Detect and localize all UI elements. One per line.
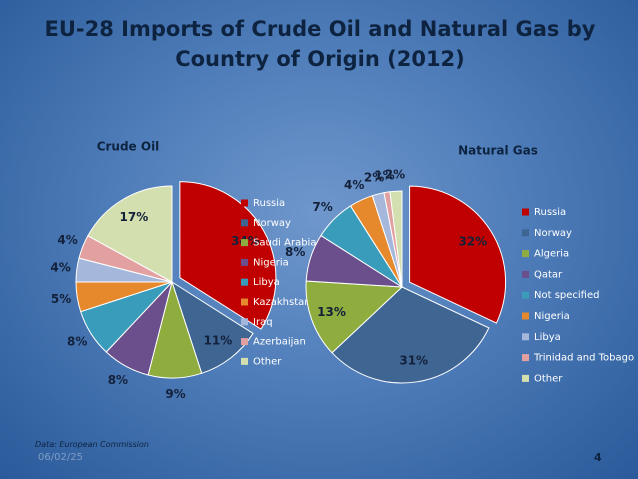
legend-swatch xyxy=(522,270,529,278)
legend-label: Azerbaijan xyxy=(253,337,306,348)
data-label: 4% xyxy=(50,260,70,274)
data-label: 31% xyxy=(399,353,428,367)
legend-swatch xyxy=(241,278,248,286)
slide-title: EU-28 Imports of Crude Oil and Natural G… xyxy=(44,17,596,71)
legend-swatch xyxy=(241,199,248,207)
legend-swatch xyxy=(522,291,529,299)
legend-label: Not specified xyxy=(534,290,599,301)
legend-swatch xyxy=(522,208,529,216)
legend-label: Russia xyxy=(534,207,566,218)
data-label: 8% xyxy=(285,245,305,259)
slide-date: 06/02/25 xyxy=(38,452,83,463)
legend-swatch xyxy=(522,312,529,320)
page-number: 4 xyxy=(594,451,602,464)
legend-label: Russia xyxy=(253,198,285,209)
legend-label: Kazakhstan xyxy=(253,297,311,308)
legend-swatch xyxy=(241,239,248,247)
legend-swatch xyxy=(522,250,529,258)
data-label: 5% xyxy=(51,292,71,306)
legend-swatch xyxy=(241,298,248,306)
legend-label: Saudi Arabia xyxy=(253,238,316,249)
legend-label: Trinidad and Tobago xyxy=(533,353,634,364)
data-label: 4% xyxy=(344,178,364,192)
data-label: 2% xyxy=(364,171,384,185)
legend-label: Nigeria xyxy=(253,257,289,268)
legend-label: Algeria xyxy=(534,249,569,260)
legend-label: Norway xyxy=(253,218,291,229)
data-label: 8% xyxy=(67,335,87,349)
pie-slice xyxy=(179,181,277,330)
chart-title: Crude Oil xyxy=(97,140,160,154)
legend-label: Norway xyxy=(534,228,572,239)
pie-slice xyxy=(389,190,403,288)
legend-swatch xyxy=(241,318,248,326)
data-label: 11% xyxy=(204,334,233,348)
pie-slice xyxy=(409,185,507,324)
legend-label: Other xyxy=(534,373,563,384)
legend-swatch xyxy=(241,258,248,266)
legend-swatch xyxy=(241,219,248,227)
legend-swatch xyxy=(522,333,529,341)
legend-swatch xyxy=(522,374,529,382)
legend-swatch xyxy=(241,357,248,365)
pie-slice xyxy=(331,286,490,384)
data-label: 7% xyxy=(312,200,332,214)
legend-swatch xyxy=(522,229,529,237)
source-note: Data: European Commission xyxy=(35,440,149,449)
data-label: 32% xyxy=(458,235,487,249)
data-label: 2% xyxy=(385,167,405,181)
data-label: 8% xyxy=(108,373,128,387)
chart-title: Natural Gas xyxy=(458,144,538,158)
pie-slice xyxy=(305,280,404,354)
data-label: 13% xyxy=(317,305,346,319)
data-label: 17% xyxy=(120,210,149,224)
data-label: 9% xyxy=(165,387,185,401)
pie-slice xyxy=(87,185,173,283)
legend-swatch xyxy=(522,354,529,362)
legend-label: Other xyxy=(253,356,282,367)
legend-swatch xyxy=(241,338,248,346)
legend-label: Qatar xyxy=(534,269,563,280)
legend-label: Iraq xyxy=(253,317,273,328)
legend-label: Nigeria xyxy=(534,311,570,322)
pie-slice xyxy=(171,280,254,374)
data-label: 1% xyxy=(374,169,394,183)
legend-label: Libya xyxy=(534,332,561,343)
legend-label: Libya xyxy=(253,277,280,288)
data-label: 4% xyxy=(57,233,77,247)
